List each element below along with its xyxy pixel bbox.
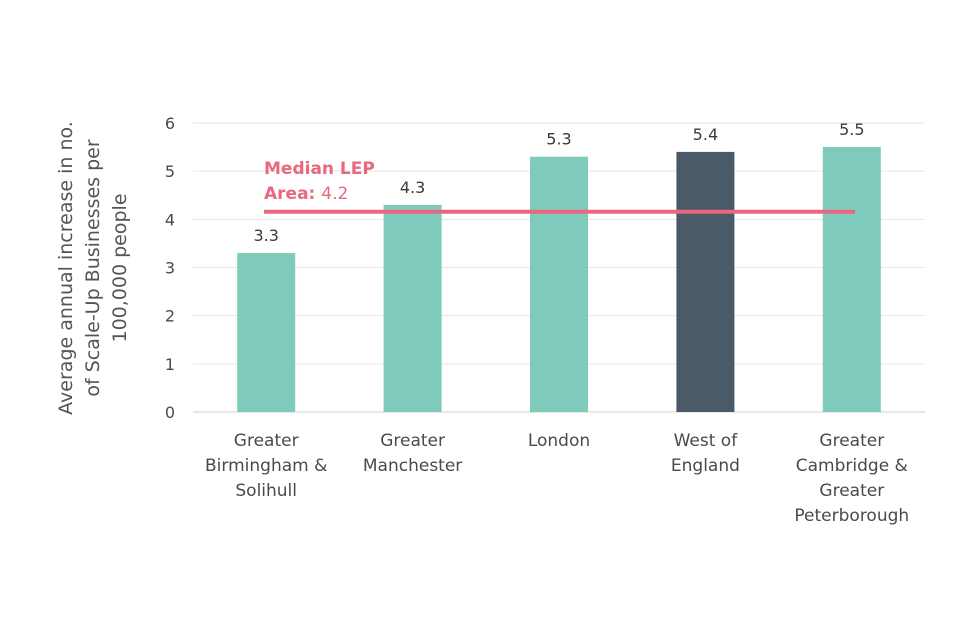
y-tick-label: 5 xyxy=(165,162,175,181)
data-labels: 3.3 4.3 5.3 5.4 5.5 xyxy=(253,120,864,245)
bar xyxy=(383,204,442,412)
y-tick-label: 3 xyxy=(165,259,175,278)
category-label-line: Greater xyxy=(234,431,299,451)
bars xyxy=(237,147,881,413)
data-label: 5.5 xyxy=(839,120,864,139)
median-label-prefix: Area: xyxy=(264,184,321,204)
category-label-line: Peterborough xyxy=(794,506,909,526)
category-label: Greater Birmingham & Solihull xyxy=(205,431,327,501)
bar xyxy=(676,151,735,412)
median-label-line1: Median LEP xyxy=(264,159,375,179)
y-axis-title-line: of Scale-Up Businesses per xyxy=(82,139,104,396)
category-label-line: Solihull xyxy=(235,481,297,501)
bar xyxy=(530,156,588,412)
category-label: West of England xyxy=(671,431,740,476)
y-tick-label: 4 xyxy=(165,210,175,229)
y-tick-label: 1 xyxy=(165,355,175,374)
category-label: London xyxy=(528,431,590,451)
category-label-line: Greater xyxy=(819,481,884,501)
category-label-line: England xyxy=(671,456,740,476)
y-tick-label: 0 xyxy=(165,403,175,422)
median-label-value: 4.2 xyxy=(321,184,348,204)
y-axis-ticks: 0 1 2 3 4 5 6 xyxy=(165,114,175,422)
median-label-line2: Area: 4.2 xyxy=(264,184,348,204)
y-axis-label: Average annual increase in no. of Scale-U… xyxy=(55,121,131,415)
data-label: 5.3 xyxy=(546,130,571,149)
category-label-line: Manchester xyxy=(363,456,462,476)
y-axis-title: Average annual increase in no. of Scale-U… xyxy=(55,121,131,415)
bar xyxy=(822,147,881,413)
category-labels: Greater Birmingham & Solihull Greater Manche… xyxy=(205,431,909,526)
category-label-line: London xyxy=(528,431,590,451)
category-label-line: Birmingham & xyxy=(205,456,327,476)
category-label: Greater Cambridge & Greater Peterborough xyxy=(794,431,909,526)
data-label: 4.3 xyxy=(400,178,425,197)
category-label: Greater Manchester xyxy=(363,431,462,476)
y-axis-title-line: 100,000 people xyxy=(109,193,131,342)
category-label-line: West of xyxy=(674,431,739,451)
median-line-group: Median LEP Area: 4.2 xyxy=(264,159,855,214)
y-axis-title-line: Average annual increase in no. xyxy=(55,121,77,415)
category-label-line: Cambridge & xyxy=(796,456,908,476)
data-label: 5.4 xyxy=(693,125,718,144)
y-tick-label: 2 xyxy=(165,307,175,326)
bar xyxy=(237,253,296,412)
category-label-line: Greater xyxy=(380,431,445,451)
category-label-line: Greater xyxy=(819,431,884,451)
data-label: 3.3 xyxy=(253,226,278,245)
y-tick-label: 6 xyxy=(165,114,175,133)
